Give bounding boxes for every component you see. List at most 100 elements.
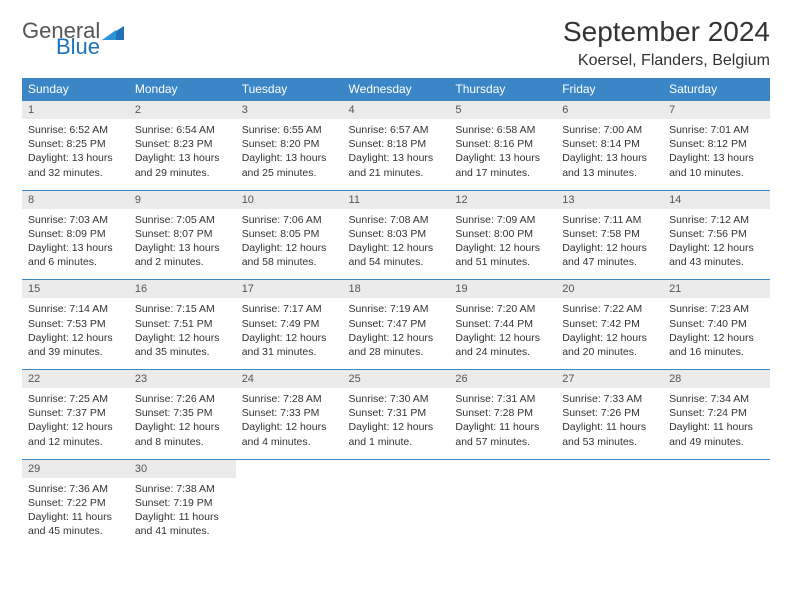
sunset-text: Sunset: 7:51 PM [135, 317, 230, 331]
daylight-text: Daylight: 12 hours [562, 241, 657, 255]
day-cell: Sunrise: 7:09 AMSunset: 8:00 PMDaylight:… [449, 209, 556, 280]
daylight-text: Daylight: 11 hours [669, 420, 764, 434]
day-number: 15 [22, 280, 129, 299]
sunset-text: Sunset: 7:56 PM [669, 227, 764, 241]
day-cell: Sunrise: 6:58 AMSunset: 8:16 PMDaylight:… [449, 119, 556, 190]
daylight-text: and 32 minutes. [28, 166, 123, 180]
weekday-header: Monday [129, 78, 236, 101]
daylight-text: Daylight: 12 hours [135, 420, 230, 434]
day-cell [556, 478, 663, 549]
daylight-text: and 29 minutes. [135, 166, 230, 180]
day-number: 2 [129, 101, 236, 120]
sunset-text: Sunset: 7:53 PM [28, 317, 123, 331]
sunrise-text: Sunrise: 7:11 AM [562, 213, 657, 227]
sunset-text: Sunset: 8:16 PM [455, 137, 550, 151]
sunrise-text: Sunrise: 7:34 AM [669, 392, 764, 406]
day-number-row: 891011121314 [22, 190, 770, 209]
day-number: 9 [129, 190, 236, 209]
day-number: 25 [343, 370, 450, 389]
daylight-text: and 17 minutes. [455, 166, 550, 180]
sunrise-text: Sunrise: 7:26 AM [135, 392, 230, 406]
sunrise-text: Sunrise: 7:09 AM [455, 213, 550, 227]
day-number: 17 [236, 280, 343, 299]
sunset-text: Sunset: 7:22 PM [28, 496, 123, 510]
sunset-text: Sunset: 7:44 PM [455, 317, 550, 331]
location-text: Koersel, Flanders, Belgium [563, 52, 770, 70]
sunrise-text: Sunrise: 7:00 AM [562, 123, 657, 137]
weekday-header: Friday [556, 78, 663, 101]
daylight-text: and 6 minutes. [28, 255, 123, 269]
daylight-text: and 25 minutes. [242, 166, 337, 180]
daylight-text: Daylight: 12 hours [349, 331, 444, 345]
daylight-text: Daylight: 12 hours [135, 331, 230, 345]
day-number: 5 [449, 101, 556, 120]
daylight-text: and 12 minutes. [28, 435, 123, 449]
day-number [556, 459, 663, 478]
daylight-text: Daylight: 12 hours [242, 420, 337, 434]
daylight-text: Daylight: 12 hours [669, 331, 764, 345]
day-cell: Sunrise: 7:28 AMSunset: 7:33 PMDaylight:… [236, 388, 343, 459]
sunset-text: Sunset: 7:28 PM [455, 406, 550, 420]
daylight-text: Daylight: 12 hours [455, 331, 550, 345]
sunrise-text: Sunrise: 7:30 AM [349, 392, 444, 406]
day-number: 1 [22, 101, 129, 120]
daylight-text: Daylight: 12 hours [349, 241, 444, 255]
weekday-header: Saturday [663, 78, 770, 101]
day-cell: Sunrise: 7:14 AMSunset: 7:53 PMDaylight:… [22, 298, 129, 369]
sunset-text: Sunset: 8:07 PM [135, 227, 230, 241]
sunset-text: Sunset: 8:25 PM [28, 137, 123, 151]
day-cell: Sunrise: 7:38 AMSunset: 7:19 PMDaylight:… [129, 478, 236, 549]
logo-text-blue: Blue [56, 36, 124, 58]
daylight-text: and 1 minute. [349, 435, 444, 449]
day-number: 14 [663, 190, 770, 209]
daylight-text: and 16 minutes. [669, 345, 764, 359]
day-cell [236, 478, 343, 549]
sunrise-text: Sunrise: 6:52 AM [28, 123, 123, 137]
day-cell: Sunrise: 7:26 AMSunset: 7:35 PMDaylight:… [129, 388, 236, 459]
daylight-text: Daylight: 11 hours [455, 420, 550, 434]
daylight-text: Daylight: 11 hours [562, 420, 657, 434]
day-cell: Sunrise: 7:08 AMSunset: 8:03 PMDaylight:… [343, 209, 450, 280]
daylight-text: Daylight: 11 hours [28, 510, 123, 524]
daylight-text: Daylight: 11 hours [135, 510, 230, 524]
daylight-text: Daylight: 13 hours [349, 151, 444, 165]
day-cell [663, 478, 770, 549]
day-cell: Sunrise: 7:05 AMSunset: 8:07 PMDaylight:… [129, 209, 236, 280]
weekday-header: Sunday [22, 78, 129, 101]
sunrise-text: Sunrise: 7:36 AM [28, 482, 123, 496]
day-cell: Sunrise: 7:22 AMSunset: 7:42 PMDaylight:… [556, 298, 663, 369]
sunrise-text: Sunrise: 7:12 AM [669, 213, 764, 227]
daylight-text: and 35 minutes. [135, 345, 230, 359]
daylight-text: and 58 minutes. [242, 255, 337, 269]
day-cell: Sunrise: 7:06 AMSunset: 8:05 PMDaylight:… [236, 209, 343, 280]
day-content-row: Sunrise: 6:52 AMSunset: 8:25 PM Daylight:… [22, 119, 770, 190]
daylight-text: and 57 minutes. [455, 435, 550, 449]
day-number: 7 [663, 101, 770, 120]
sunset-text: Sunset: 8:12 PM [669, 137, 764, 151]
sunrise-text: Sunrise: 7:15 AM [135, 302, 230, 316]
sunrise-text: Sunrise: 6:55 AM [242, 123, 337, 137]
daylight-text: Daylight: 12 hours [455, 241, 550, 255]
day-number: 21 [663, 280, 770, 299]
sunrise-text: Sunrise: 7:03 AM [28, 213, 123, 227]
day-cell [449, 478, 556, 549]
day-content-row: Sunrise: 7:14 AMSunset: 7:53 PM Daylight:… [22, 298, 770, 369]
daylight-text: and 51 minutes. [455, 255, 550, 269]
daylight-text: Daylight: 12 hours [28, 420, 123, 434]
day-number: 19 [449, 280, 556, 299]
sunrise-text: Sunrise: 7:14 AM [28, 302, 123, 316]
sunrise-text: Sunrise: 7:20 AM [455, 302, 550, 316]
day-number: 22 [22, 370, 129, 389]
sunset-text: Sunset: 7:42 PM [562, 317, 657, 331]
page-title: September 2024 [563, 16, 770, 48]
daylight-text: and 53 minutes. [562, 435, 657, 449]
daylight-text: Daylight: 12 hours [669, 241, 764, 255]
daylight-text: and 31 minutes. [242, 345, 337, 359]
daylight-text: and 49 minutes. [669, 435, 764, 449]
sunset-text: Sunset: 8:20 PM [242, 137, 337, 151]
daylight-text: Daylight: 13 hours [455, 151, 550, 165]
sunset-text: Sunset: 7:47 PM [349, 317, 444, 331]
sunrise-text: Sunrise: 6:57 AM [349, 123, 444, 137]
day-number: 8 [22, 190, 129, 209]
day-number-row: 2930 [22, 459, 770, 478]
